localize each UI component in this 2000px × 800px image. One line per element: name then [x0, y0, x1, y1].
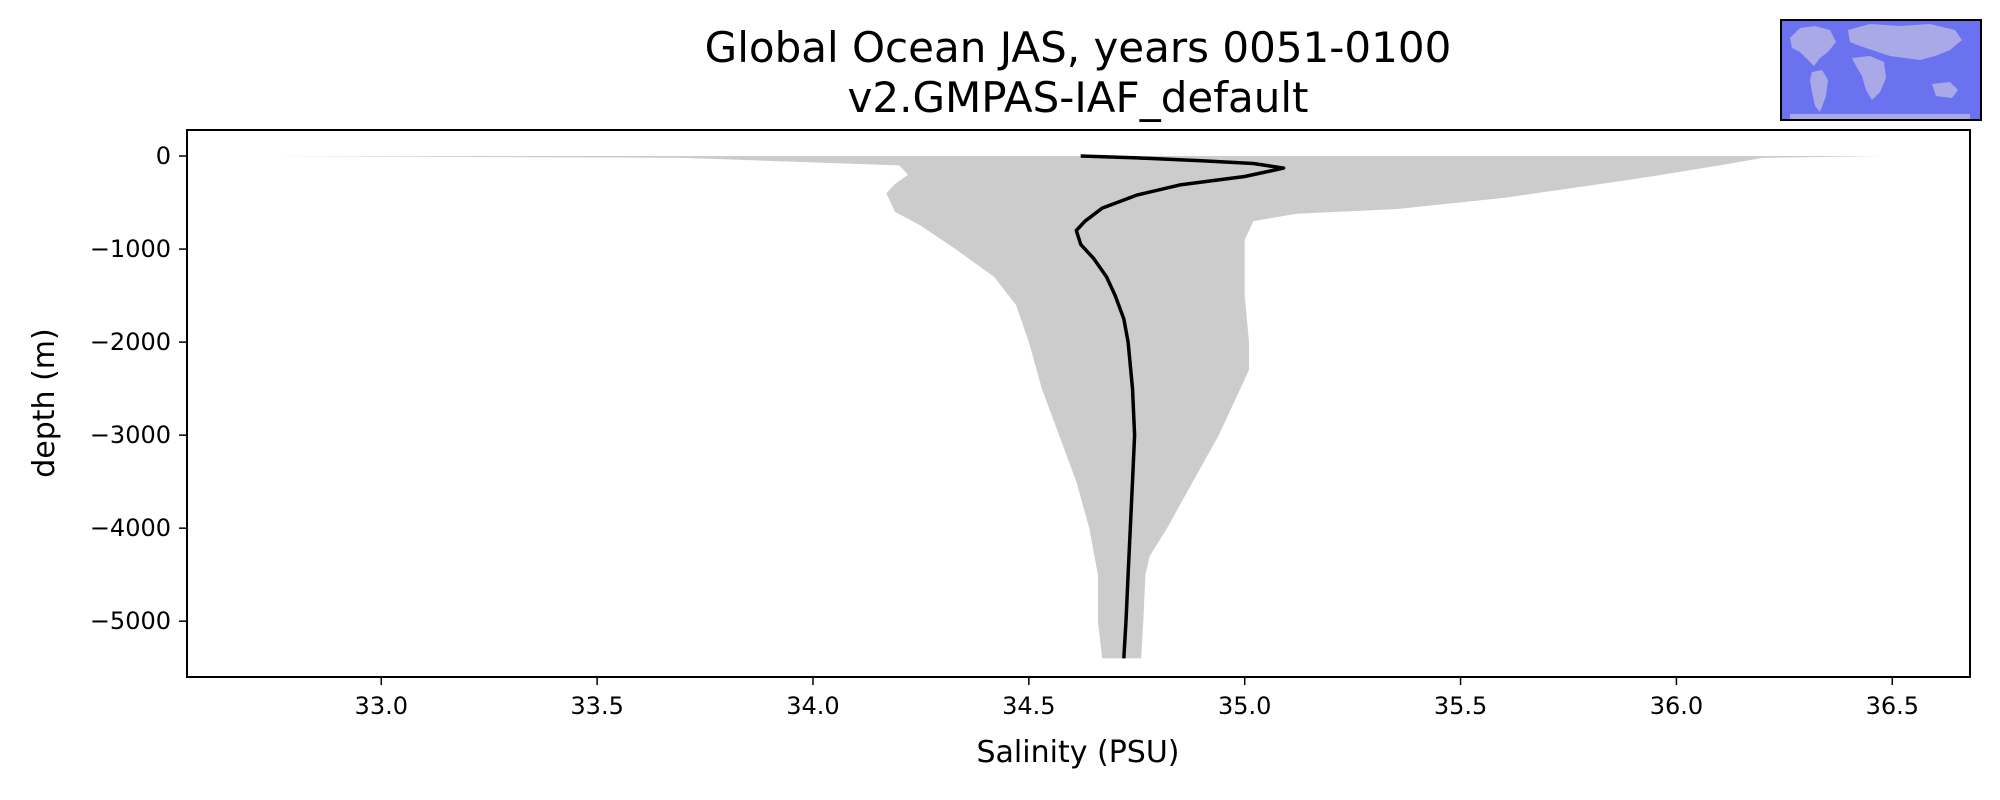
y-tick-label: −1000 [90, 235, 171, 263]
x-tick-label: 34.5 [1002, 692, 1055, 720]
mean-salinity-line [1074, 154, 1286, 659]
chart-title: Global Ocean JAS, years 0051-0100 [705, 23, 1452, 72]
inset-world-map [1780, 19, 1982, 121]
x-tick-label: 35.0 [1218, 692, 1271, 720]
y-axis-label: depth (m) [27, 328, 62, 478]
chart-subtitle: v2.GMPAS-IAF_default [848, 73, 1309, 122]
y-tick-label: −2000 [90, 328, 171, 356]
x-tick-label: 36.0 [1650, 692, 1703, 720]
y-axis: 0 −1000 −2000 −3000 −4000 −5000 [90, 142, 187, 635]
salinity-range-band [273, 156, 1884, 659]
plot-frame [186, 129, 1971, 678]
x-axis: 33.0 33.5 34.0 34.5 35.0 35.5 36.0 36.5 [355, 677, 1919, 720]
x-tick-label: 35.5 [1434, 692, 1487, 720]
y-tick-label: −4000 [90, 514, 171, 542]
x-tick-label: 34.0 [786, 692, 839, 720]
map-border [1780, 19, 1982, 121]
y-tick-label: 0 [156, 142, 171, 170]
y-tick-label: −5000 [90, 607, 171, 635]
map-land-icon [1790, 24, 1970, 119]
y-tick-label: −3000 [90, 421, 171, 449]
x-tick-label: 36.5 [1866, 692, 1919, 720]
x-axis-label: Salinity (PSU) [977, 735, 1180, 770]
x-tick-label: 33.5 [570, 692, 623, 720]
plot-area [273, 154, 1884, 659]
x-tick-label: 33.0 [355, 692, 408, 720]
